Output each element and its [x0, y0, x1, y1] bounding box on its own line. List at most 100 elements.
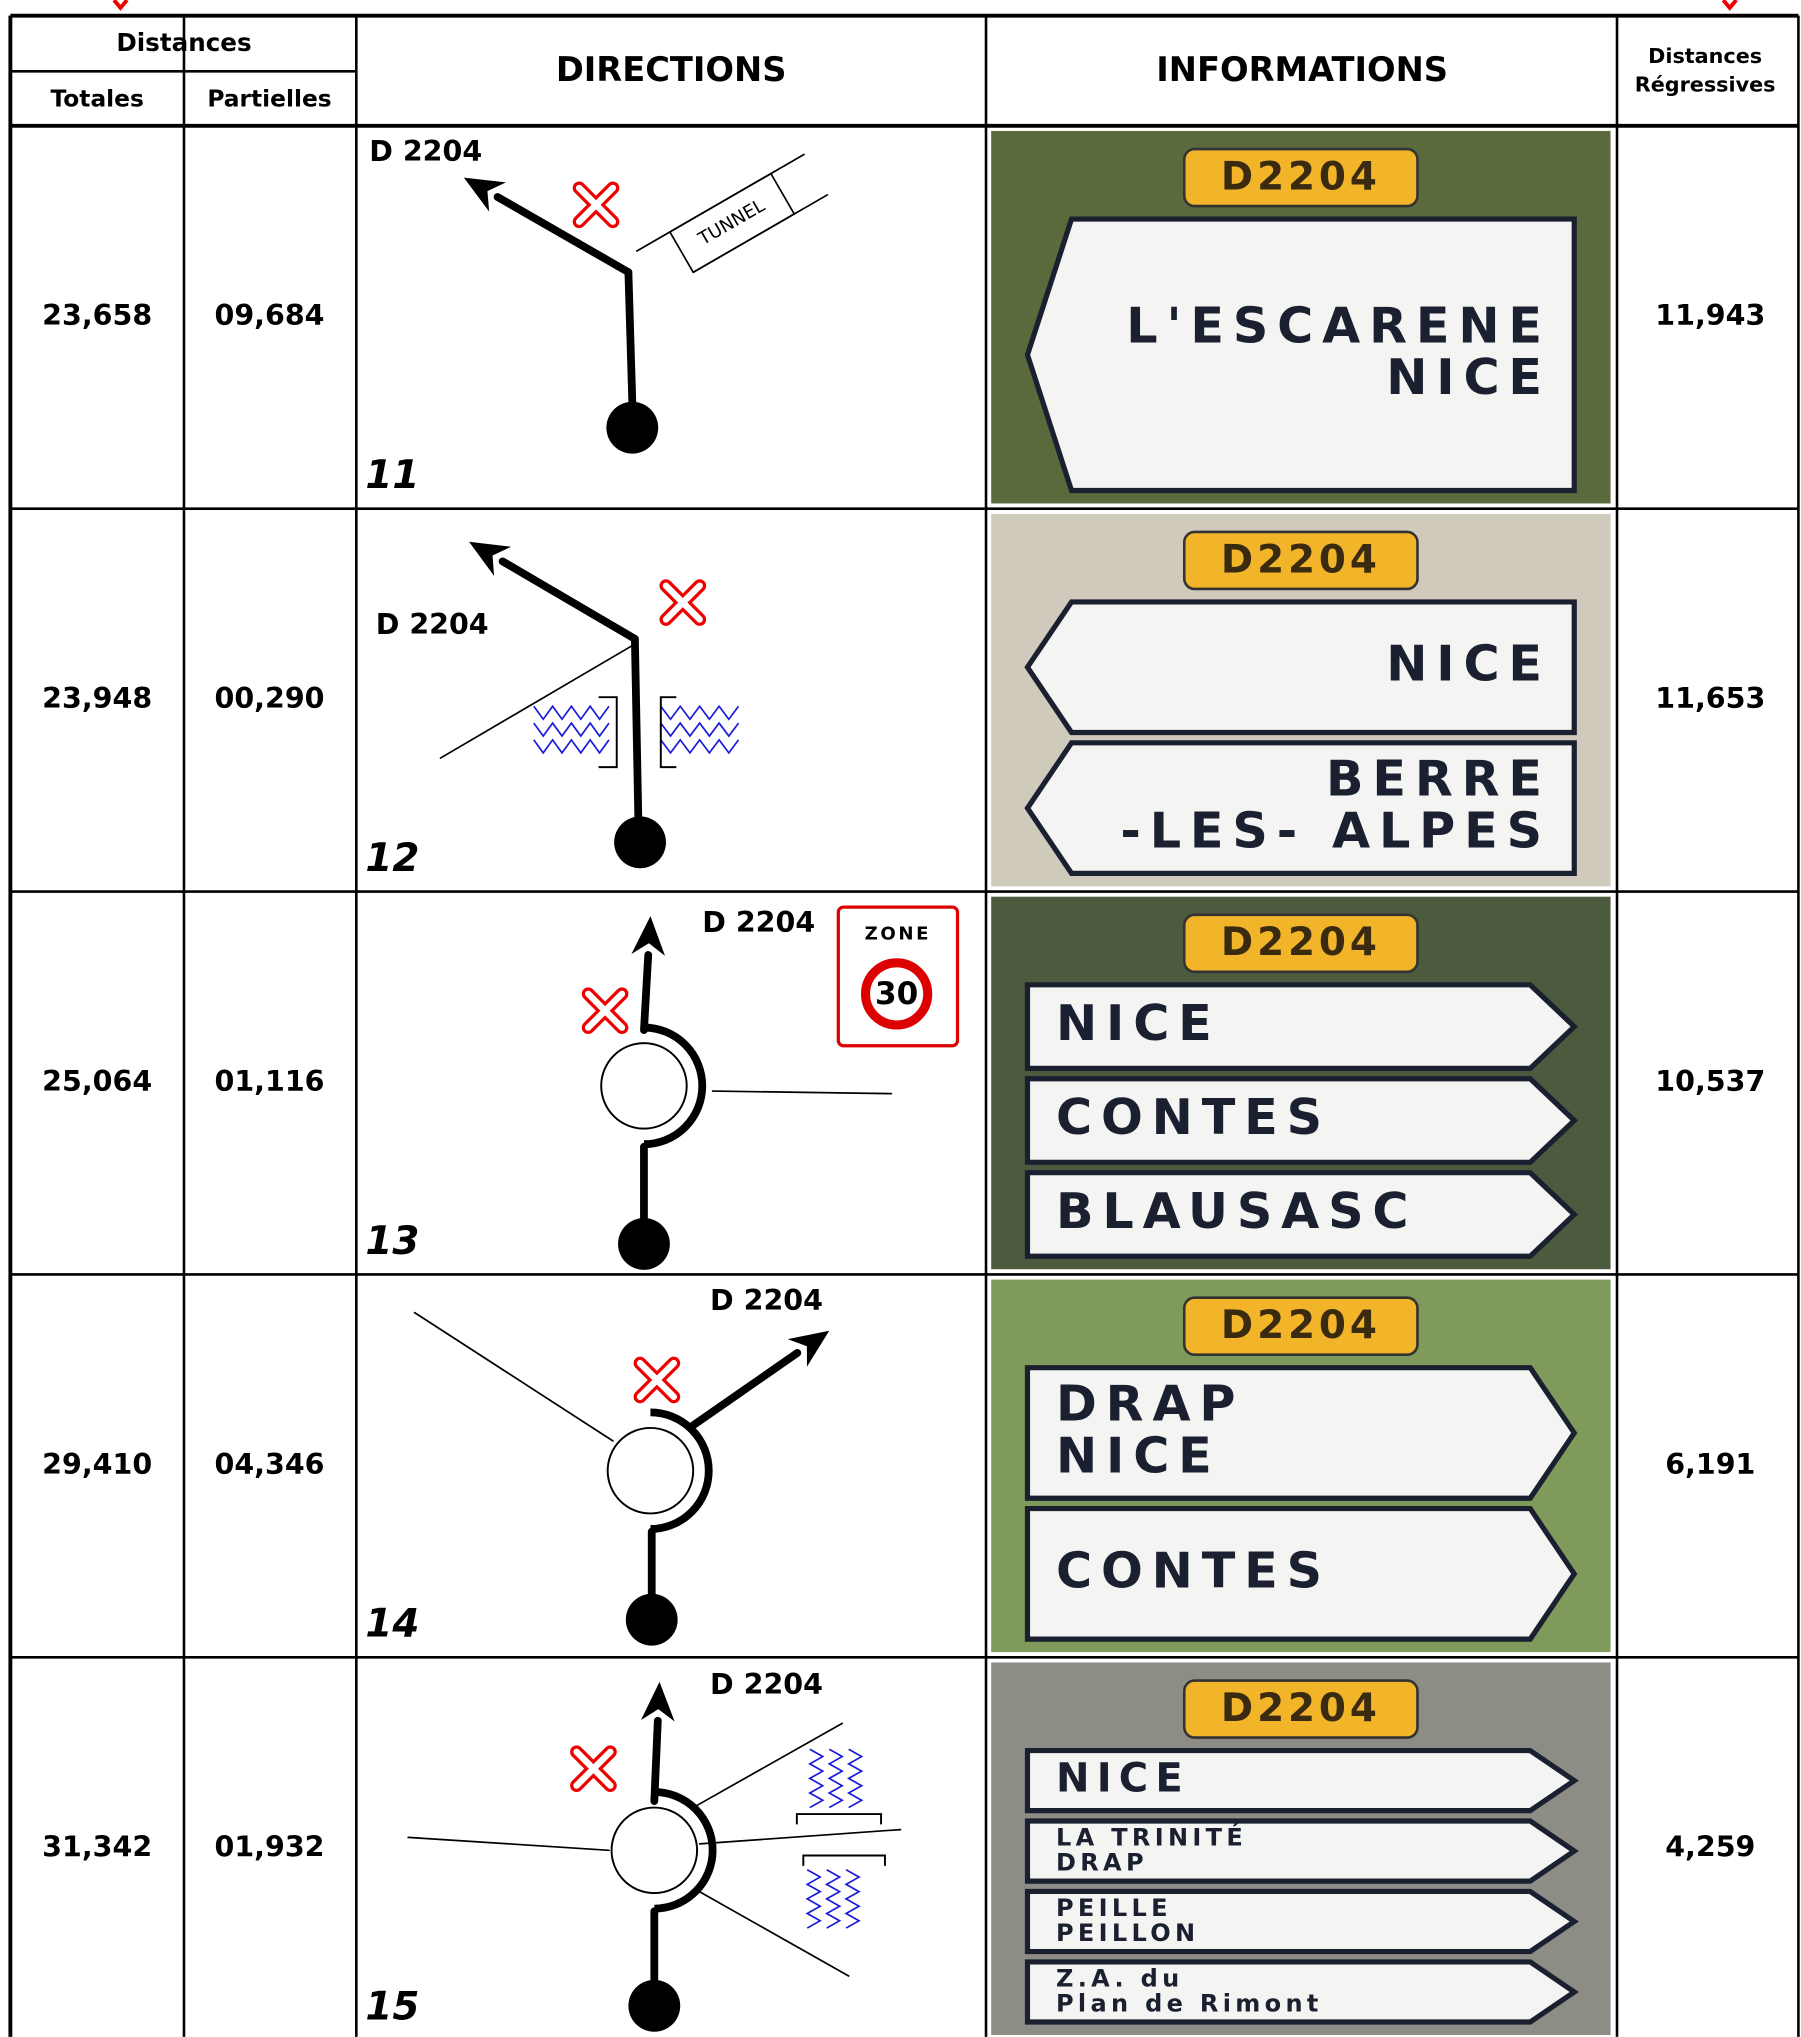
start-dot	[606, 401, 659, 454]
arrow-head	[640, 1681, 675, 1722]
water	[660, 738, 740, 755]
line	[640, 951, 653, 1035]
roundabout-arc	[650, 1408, 713, 1533]
zone-limit: 30	[875, 976, 918, 1012]
line	[698, 1828, 902, 1845]
tunnel-line	[692, 193, 829, 274]
roundabout	[600, 1042, 688, 1130]
line	[575, 184, 617, 225]
line	[624, 268, 637, 406]
sign-text: Plan de Rimont	[1056, 1990, 1323, 2018]
totale: 31,342	[42, 1831, 152, 1864]
line	[498, 557, 639, 643]
sign-text: NICE	[1056, 1756, 1190, 1802]
sign-panel	[1024, 1747, 1579, 1814]
line	[573, 1748, 614, 1789]
arrow-head	[463, 177, 506, 212]
water	[844, 1869, 861, 1929]
sign-text: NICE	[1056, 994, 1221, 1052]
sign-panel	[1024, 1365, 1578, 1501]
road-label: D 2204	[702, 906, 815, 939]
line	[493, 193, 633, 277]
water	[846, 1748, 864, 1809]
water	[533, 721, 610, 738]
sign-panel	[1024, 599, 1577, 736]
road-label: D 2204	[369, 135, 482, 168]
line	[636, 1359, 677, 1401]
road-label: D 2204	[710, 1668, 823, 1701]
line	[650, 1716, 662, 1805]
regressive: 6,191	[1665, 1448, 1755, 1481]
road-plate	[1182, 1296, 1419, 1357]
start-dot	[625, 1593, 678, 1646]
sign-text: -LES- ALPES	[1120, 801, 1551, 859]
road-plate	[1182, 1679, 1419, 1739]
start-dot	[628, 1979, 681, 2032]
water	[533, 738, 610, 755]
road-plate-text: D2204	[1221, 1686, 1381, 1731]
line	[698, 1890, 850, 1977]
zone-label: ZONE	[865, 923, 931, 944]
totale: 23,658	[42, 299, 152, 332]
sign-panel	[1024, 740, 1577, 876]
road-plate	[1182, 530, 1419, 591]
zone-circle	[860, 958, 933, 1030]
totale: 23,948	[42, 682, 152, 715]
start-dot	[618, 1218, 670, 1270]
line	[413, 1311, 614, 1442]
header-regressives: Régressives	[1635, 73, 1776, 97]
sign-panel	[1024, 1170, 1579, 1259]
roundabout-arc	[654, 1788, 717, 1913]
regressive: 11,653	[1655, 682, 1765, 715]
start-dot	[614, 816, 666, 869]
sign-text: LA TRINITÉ	[1056, 1822, 1247, 1851]
road-plate-text: D2204	[1221, 920, 1381, 965]
road-plate	[1182, 147, 1419, 208]
totale: 25,064	[42, 1065, 152, 1098]
arrow-head	[787, 1330, 830, 1367]
line	[439, 643, 636, 759]
regressive: 11,943	[1655, 299, 1765, 332]
line	[407, 1836, 610, 1852]
sign-panel	[1024, 1506, 1578, 1642]
sign-text: NICE	[1386, 635, 1551, 693]
header-directions: DIRECTIONS	[556, 50, 787, 89]
step-number: 11	[365, 453, 419, 498]
sign-panel	[1024, 1818, 1579, 1884]
road-plate	[1182, 913, 1419, 974]
road-plate-text: D2204	[1221, 154, 1381, 199]
step-number: 13	[365, 1219, 419, 1264]
roundabout	[610, 1806, 699, 1895]
sign-text: NICE	[1056, 1426, 1221, 1484]
sign-text: BERRE	[1326, 750, 1551, 808]
road-label: D 2204	[376, 608, 489, 641]
road-plate-text: D2204	[1221, 1303, 1381, 1348]
line	[711, 1090, 893, 1095]
sign-text: NICE	[1386, 348, 1551, 406]
partielle: 04,346	[215, 1448, 325, 1481]
sign-panel	[1024, 982, 1579, 1071]
water	[827, 1748, 844, 1809]
sign-panel	[1024, 216, 1577, 494]
water	[824, 1869, 842, 1929]
partielle: 01,116	[215, 1065, 325, 1098]
sign-panel	[1024, 1888, 1579, 1955]
road-plate-text: D2204	[1221, 537, 1381, 582]
regressive: 10,537	[1655, 1065, 1765, 1098]
sign-text: CONTES	[1056, 1088, 1331, 1146]
line	[662, 582, 703, 623]
tunnel-line	[635, 153, 805, 253]
line	[692, 1722, 844, 1809]
roundabout-arc	[643, 1023, 707, 1149]
sign-panel	[1024, 1959, 1579, 2025]
header-totales: Totales	[50, 85, 143, 112]
step-number: 14	[365, 1602, 419, 1647]
road-label: D 2204	[710, 1284, 823, 1317]
sign-text: PEILLE	[1056, 1894, 1172, 1922]
line	[630, 634, 643, 847]
regressive: 4,259	[1665, 1831, 1755, 1864]
sign-panel	[1024, 1076, 1579, 1165]
sign-text: L'ESCARENE	[1126, 296, 1551, 354]
partielle: 01,932	[215, 1831, 325, 1864]
